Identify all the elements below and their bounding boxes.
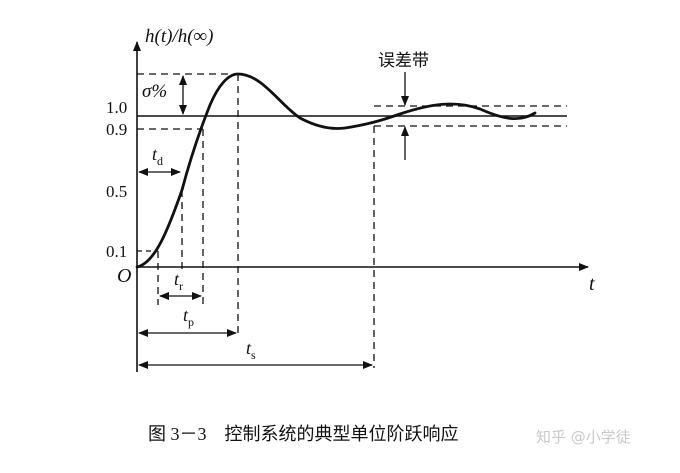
error-band-label: 误差带 bbox=[378, 51, 429, 71]
overshoot-label: σ% bbox=[142, 81, 167, 102]
ts-label: ts bbox=[246, 338, 256, 362]
figure-title: 控制系统的典型单位阶跃响应 bbox=[224, 424, 459, 445]
y-tick-0.1: 0.1 bbox=[106, 242, 127, 261]
figure-caption: 图 3－3 控制系统的典型单位阶跃响应 bbox=[148, 420, 459, 446]
x-axis-label: t bbox=[589, 273, 595, 295]
step-response-curve bbox=[135, 72, 537, 269]
origin-label: O bbox=[117, 265, 131, 287]
y-tick-0.5: 0.5 bbox=[106, 182, 127, 201]
td-label: td bbox=[152, 144, 163, 168]
figure-number: 图 3－3 bbox=[148, 424, 207, 444]
tr-label: tr bbox=[174, 269, 183, 293]
tp-label: tp bbox=[183, 305, 194, 329]
watermark: 知乎 @小学徒 bbox=[536, 428, 631, 446]
y-axis-label: h(t)/h(∞) bbox=[145, 26, 213, 47]
y-tick-1.0: 1.0 bbox=[106, 98, 127, 117]
y-tick-0.9: 0.9 bbox=[106, 120, 127, 139]
